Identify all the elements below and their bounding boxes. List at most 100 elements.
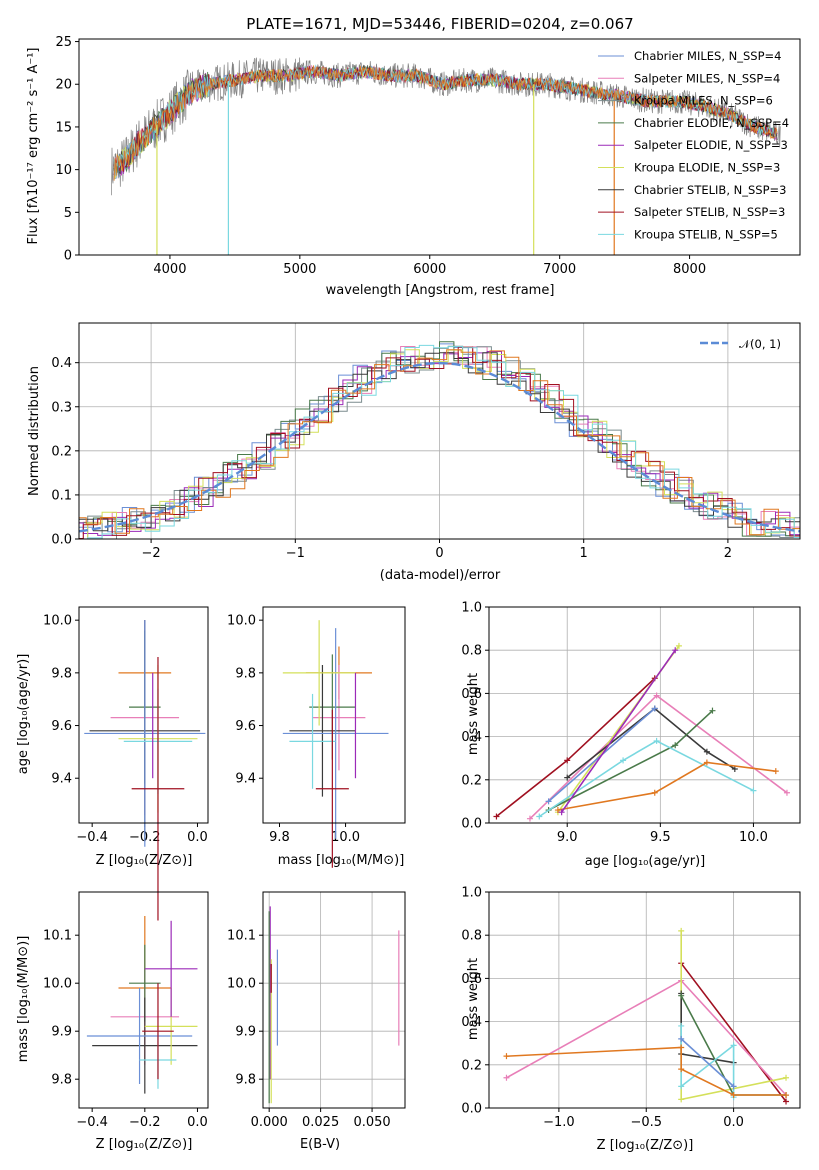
y-tick-label: 0.6 <box>461 972 482 987</box>
mass-weight-marker <box>558 809 565 816</box>
mass-weight-marker <box>730 1083 737 1090</box>
legend-entry: Chabrier ELODIE, N_SSP=4 <box>634 116 789 130</box>
residual-histogram-step <box>79 349 800 536</box>
y-tick-label: 0.0 <box>51 533 72 548</box>
y-tick-label: 0.2 <box>461 773 482 788</box>
residual-histogram-step <box>79 344 800 539</box>
legend-entry: Kroupa STELIB, N_SSP=5 <box>634 227 778 241</box>
mass-weight-marker <box>783 1092 790 1099</box>
spectrum-panel: 4000 5000 6000 7000 8000 0 5 10 15 20 25 Chabrier M… <box>55 35 801 277</box>
axes-frame <box>78 606 209 824</box>
age-z-xlabel: Z [log₁₀(Z/Z⊙)] <box>96 853 193 868</box>
residual-histogram-step <box>79 346 800 539</box>
mass-weight-marker <box>678 1022 685 1029</box>
x-tick-label: 0.050 <box>353 1115 390 1130</box>
y-tick-label: 9.8 <box>51 1073 72 1088</box>
mass-weight-marker <box>783 789 790 796</box>
x-tick-label: 2 <box>724 546 732 561</box>
mass-weight-marker <box>526 815 533 822</box>
mass-weight-line <box>680 1038 735 1087</box>
y-tick-label: 9.9 <box>235 1025 256 1040</box>
age-vs-mass-panel: 9.8 10.0 9.4 9.6 9.8 10.0 <box>227 606 406 868</box>
x-tick-label: 0.0 <box>187 1115 208 1130</box>
y-tick-label: 10 <box>55 163 72 178</box>
legend-entry: Salpeter MILES, N_SSP=4 <box>634 71 780 85</box>
weight-vs-z-panel: −1.0 −0.5 0.0 0.0 0.2 0.4 0.6 0.8 1.0 <box>461 886 801 1130</box>
y-tick-label: 0.4 <box>461 730 482 745</box>
x-tick-label: 7000 <box>543 262 576 277</box>
residual-histogram-step <box>79 346 800 539</box>
spectrum-ylabel: Flux [fλ10⁻¹⁷ erg cm⁻² s⁻¹ A⁻¹] <box>26 48 41 245</box>
y-tick-label: 0.4 <box>461 1015 482 1030</box>
y-tick-label: 10.0 <box>43 614 72 629</box>
mass-weight-marker <box>750 787 757 794</box>
histogram-lines <box>79 341 800 539</box>
weight-z-ylabel: mass weight <box>466 958 481 1040</box>
y-tick-label: 1.0 <box>461 886 482 901</box>
mass-weight-marker <box>731 766 738 772</box>
y-tick-label: 10.1 <box>43 929 72 944</box>
y-tick-label: 0.0 <box>461 817 482 832</box>
x-tick-label: 9.0 <box>557 830 578 845</box>
weight-age-xlabel: age [log₁₀(age/yr)] <box>585 854 706 869</box>
x-tick-label: −2 <box>142 546 161 561</box>
axes-frame <box>78 891 209 1109</box>
x-tick-label: −0.5 <box>630 1115 662 1130</box>
x-tick-label: 0 <box>435 546 443 561</box>
x-tick-label: −0.4 <box>76 830 108 845</box>
mass-weight-marker <box>730 1092 737 1099</box>
mass-z-ylabel: mass [log₁₀(M/M⊙)] <box>16 936 31 1063</box>
y-tick-label: 9.4 <box>235 772 256 787</box>
y-tick-label: 9.4 <box>51 772 72 787</box>
y-tick-label: 10.1 <box>227 929 256 944</box>
y-tick-label: 10.0 <box>43 977 72 992</box>
x-tick-label: 0.0 <box>187 830 208 845</box>
age-mass-xlabel: mass [log₁₀(M/M⊙)] <box>278 853 405 868</box>
y-tick-label: 9.8 <box>51 666 72 681</box>
mass-weight-marker <box>678 1035 685 1042</box>
x-tick-label: 10.0 <box>739 830 768 845</box>
mass-weight-line <box>557 761 776 811</box>
y-tick-label: 5 <box>64 206 72 221</box>
x-tick-label: −0.4 <box>76 1115 108 1130</box>
mass-weight-marker <box>651 705 658 712</box>
mass-weight-marker <box>493 813 500 820</box>
y-tick-label: 0.1 <box>51 488 72 503</box>
mass-weight-marker <box>653 737 660 744</box>
y-tick-label: 0.2 <box>461 1058 482 1073</box>
mass-weight-marker <box>545 798 552 805</box>
weight-age-ylabel: mass weight <box>466 673 481 755</box>
age-vs-z-panel: −0.4 −0.2 0.09.49.69.810.0 <box>43 606 209 921</box>
y-tick-label: 10.0 <box>227 977 256 992</box>
y-tick-label: 15 <box>55 120 72 135</box>
y-tick-label: 9.6 <box>235 719 256 734</box>
mass-weight-marker <box>678 1083 685 1090</box>
mass-weight-marker <box>783 1074 790 1081</box>
axes-frame <box>488 891 801 1109</box>
mass-weight-line <box>560 649 676 813</box>
mass-weight-marker <box>536 813 543 820</box>
y-tick-label: 1.0 <box>461 601 482 616</box>
axes-frame <box>262 891 406 1109</box>
mass-weight-marker <box>703 759 710 766</box>
weight-vs-age-panel: 9.0 9.5 10.0 0.0 0.2 0.4 0.6 0.8 1.0 <box>461 601 801 845</box>
mass-weight-marker <box>783 1098 790 1105</box>
y-tick-label: 0.3 <box>51 400 72 415</box>
legend-entry: Chabrier MILES, N_SSP=4 <box>634 49 781 63</box>
x-tick-label: 1 <box>580 546 588 561</box>
y-tick-label: 0.8 <box>461 929 482 944</box>
mass-weight-marker <box>672 647 679 654</box>
mass-weight-marker <box>554 807 561 814</box>
mass-weight-marker <box>678 1066 685 1073</box>
axes-frame <box>78 322 801 540</box>
residual-histogram-step <box>79 349 800 539</box>
mass-weight-marker <box>564 774 571 781</box>
residual-histogram-step <box>79 345 800 539</box>
mass-weight-marker <box>653 692 660 699</box>
mass-weight-marker <box>709 707 716 714</box>
spectrum-title: PLATE=1671, MJD=53446, FIBERID=0204, z=0… <box>246 15 633 33</box>
mass-ebv-xlabel: E(B-V) <box>300 1137 340 1152</box>
x-tick-label: 9.5 <box>650 830 671 845</box>
y-tick-label: 9.6 <box>51 719 72 734</box>
mass-weight-marker <box>678 927 685 934</box>
